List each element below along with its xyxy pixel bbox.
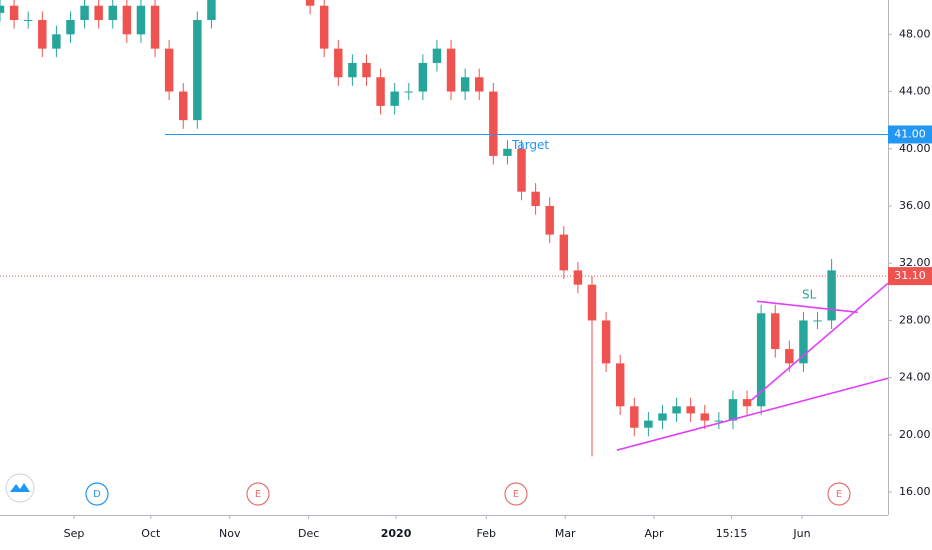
candle-body	[587, 284, 597, 321]
y-tick-label: 44.00	[899, 85, 931, 98]
x-tick-label: Jun	[792, 527, 810, 540]
event-marker	[504, 482, 528, 506]
y-tick-label: 24.00	[899, 371, 931, 384]
candle-body	[150, 5, 160, 49]
x-tick-label: Nov	[219, 527, 241, 540]
candle-body	[0, 5, 5, 13]
candle-body	[460, 77, 470, 92]
x-tick-label: Sep	[64, 527, 85, 540]
candle-body	[545, 206, 554, 235]
candle-body	[418, 62, 428, 92]
event-label: E	[513, 489, 519, 500]
candle-body	[446, 48, 456, 92]
price-label: 41.00	[894, 127, 926, 140]
price-label-box	[888, 125, 932, 144]
candle-body	[672, 406, 681, 414]
candle-body	[559, 234, 569, 271]
candle-body	[573, 270, 583, 285]
candle-body	[489, 91, 498, 156]
candle-body	[799, 320, 808, 364]
trendline	[750, 282, 888, 401]
candle-body	[432, 48, 442, 63]
y-tick-label: 28.00	[899, 313, 931, 326]
candle-body	[122, 5, 132, 35]
candle-body	[23, 20, 33, 22]
candle-body	[615, 363, 625, 407]
candle-body	[785, 349, 794, 364]
x-tick-label: 15:15	[716, 527, 748, 540]
candle-body	[348, 62, 357, 78]
candle-body	[714, 420, 724, 422]
candle-body	[630, 406, 639, 428]
candle-body	[94, 5, 103, 21]
event-marker	[246, 482, 270, 506]
candle-body	[108, 5, 117, 21]
candle-body	[686, 406, 695, 414]
x-tick-label: Feb	[477, 527, 496, 540]
trendline-annotation: SL	[802, 288, 817, 302]
x-tick-label: Apr	[645, 527, 665, 540]
candle-body	[334, 48, 343, 78]
x-tick-label: 2020	[381, 527, 412, 540]
logo-icon[interactable]	[10, 483, 30, 492]
candle-body	[305, 0, 315, 6]
event-marker	[827, 482, 851, 506]
logo[interactable]	[5, 473, 35, 503]
y-tick-label: 32.00	[899, 256, 931, 269]
candle-body	[644, 420, 653, 428]
candle-body	[80, 5, 89, 21]
candle-body	[376, 77, 385, 106]
logo-circle[interactable]	[5, 473, 35, 503]
y-tick-label: 40.00	[899, 142, 931, 155]
candle-body	[517, 148, 526, 192]
price-label-box	[888, 267, 932, 286]
plot-area	[0, 0, 888, 457]
candle-body	[404, 91, 413, 93]
x-tick-label: Dec	[298, 527, 319, 540]
candle-body	[771, 313, 780, 350]
trendline	[756, 300, 858, 314]
candle-body	[658, 413, 667, 421]
candle-body	[193, 20, 202, 121]
event-label: D	[93, 489, 101, 500]
candle-body	[728, 399, 738, 421]
candle-body	[38, 20, 47, 49]
candle-body	[827, 270, 836, 321]
candle-body	[52, 34, 61, 49]
trendline	[616, 377, 888, 451]
y-tick-label: 20.00	[899, 428, 931, 441]
candle-body	[136, 5, 146, 35]
event-marker	[85, 482, 109, 506]
candle-body	[601, 320, 611, 364]
y-tick-label: 36.00	[899, 199, 931, 212]
event-label: E	[836, 489, 842, 500]
candle-body	[390, 91, 399, 106]
candle-body	[503, 148, 512, 156]
candle-body	[742, 399, 752, 407]
candle-body	[756, 313, 766, 407]
price-line-annotation: Target	[511, 138, 549, 152]
y-tick-label: 48.00	[899, 27, 931, 40]
price-label: 31.10	[894, 269, 926, 282]
candle-body	[531, 191, 540, 206]
candle-body	[475, 77, 484, 92]
candle-body	[700, 413, 709, 421]
x-tick-label: Oct	[141, 527, 161, 540]
y-tick-label: 16.00	[899, 485, 931, 498]
candle-body	[179, 91, 188, 121]
candle-body	[813, 320, 822, 322]
candle-body	[207, 0, 216, 21]
candle-body	[319, 5, 329, 49]
candle-body	[362, 62, 371, 78]
event-label: E	[255, 489, 261, 500]
candle-body	[66, 20, 75, 35]
candle-body	[9, 5, 19, 21]
x-tick-label: Mar	[555, 527, 576, 540]
candle-body	[164, 48, 174, 92]
